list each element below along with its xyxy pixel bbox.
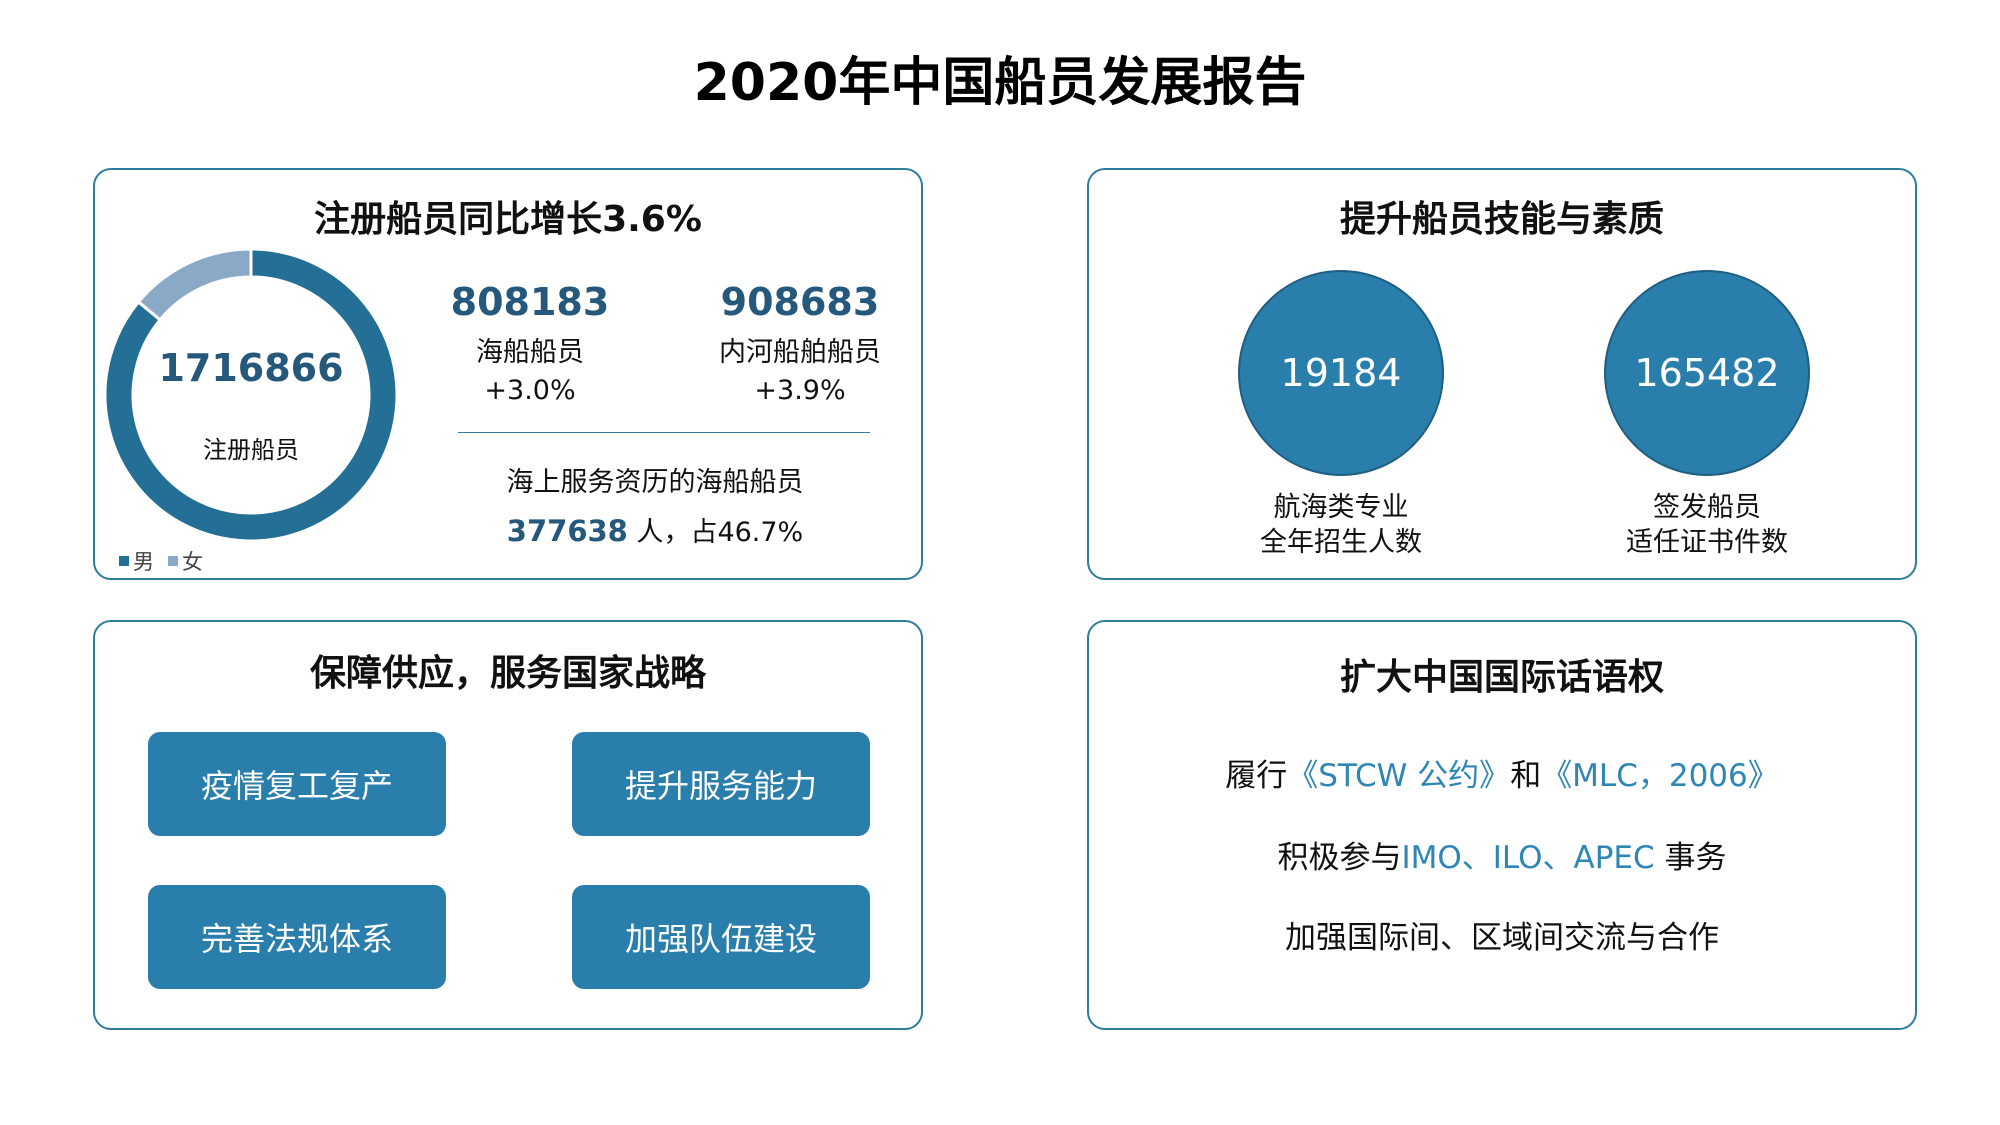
page-title: 2020年中国船员发展报告 (693, 53, 1307, 113)
enrollment-label-line2: 全年招生人数 (1260, 527, 1422, 558)
organizations-line-a: 积极参与 (1277, 840, 1402, 876)
sea-service-label: 海上服务资历的海船船员 (506, 467, 804, 498)
international-title: 扩大中国国际话语权 (1339, 657, 1664, 698)
organizations-line: 积极参与IMO、ILO、APEC 事务 (1089, 832, 1915, 877)
enrollment-value: 19184 (1280, 351, 1402, 395)
legend-male-swatch (119, 556, 129, 566)
skills-title: 提升船员技能与素质 (1339, 199, 1664, 240)
convention-line-c: 和 (1510, 758, 1542, 794)
legend-female: 女 (168, 546, 203, 576)
legend-female-label: 女 (182, 550, 203, 574)
sea-crew-growth: +3.0% (484, 375, 576, 406)
legend-female-swatch (168, 556, 178, 566)
river-crew-value: 908683 (720, 280, 880, 324)
enrollment-label: 航海类专业 全年招生人数 (1211, 490, 1471, 560)
registered-crew-title: 注册船员同比增长3.6% (314, 199, 702, 240)
epidemic-resumption-button[interactable]: 疫情复工复产 (148, 732, 446, 836)
certificates-value: 165482 (1634, 351, 1780, 395)
legend-male-label: 男 (133, 550, 154, 574)
river-crew-growth: +3.9% (754, 375, 846, 406)
mlc-convention: 《MLC，2006》 (1541, 758, 1779, 794)
organizations-names: IMO、ILO、APEC (1401, 840, 1655, 876)
sea-crew-value: 808183 (450, 280, 610, 324)
donut-legend: 男 女 (119, 546, 203, 576)
team-building-button[interactable]: 加强队伍建设 (572, 885, 870, 989)
organizations-line-c: 事务 (1654, 840, 1727, 876)
certificates-label: 签发船员 适任证书件数 (1577, 490, 1837, 560)
certificates-label-line2: 适任证书件数 (1626, 527, 1788, 558)
total-registered-value: 1716866 (158, 346, 344, 390)
stcw-convention: 《STCW 公约》 (1287, 758, 1511, 794)
regulation-system-button[interactable]: 完善法规体系 (148, 885, 446, 989)
sea-service-line: 377638 人，占46.7% (415, 510, 895, 549)
sea-service-suffix: 人，占46.7% (627, 517, 804, 548)
sea-crew-label: 海船船员 (476, 337, 584, 368)
river-crew-label: 内河船舶船员 (719, 337, 881, 368)
gender-donut-chart (103, 247, 399, 543)
international-panel: 扩大中国国际话语权 履行《STCW 公约》和《MLC，2006》 积极参与IMO… (1087, 620, 1917, 1030)
cooperation-line: 加强国际间、区域间交流与合作 (1285, 920, 1719, 956)
total-registered-label: 注册船员 (203, 436, 299, 464)
convention-line: 履行《STCW 公约》和《MLC，2006》 (1089, 750, 1915, 795)
convention-line-a: 履行 (1225, 758, 1288, 794)
supply-title: 保障供应，服务国家战略 (309, 653, 706, 694)
certificates-label-line1: 签发船员 (1653, 492, 1761, 523)
river-crew-stat: 908683 内河船舶船员 +3.9% (685, 280, 915, 406)
donut-slice-male (103, 247, 399, 543)
certificates-circle: 165482 (1604, 270, 1810, 476)
donut-slice-female (136, 247, 253, 322)
supply-panel: 保障供应，服务国家战略 疫情复工复产 提升服务能力 完善法规体系 加强队伍建设 (93, 620, 923, 1030)
legend-male: 男 (119, 546, 154, 576)
enrollment-label-line1: 航海类专业 (1273, 492, 1409, 523)
skills-panel: 提升船员技能与素质 19184 航海类专业 全年招生人数 165482 签发船员… (1087, 168, 1917, 580)
sea-crew-stat: 808183 海船船员 +3.0% (430, 280, 630, 406)
sea-service-value: 377638 (506, 514, 628, 548)
service-capability-button[interactable]: 提升服务能力 (572, 732, 870, 836)
registered-crew-panel: 注册船员同比增长3.6% 1716866 注册船员 男 女 808183 海船船… (93, 168, 923, 580)
enrollment-circle: 19184 (1238, 270, 1444, 476)
stat-divider (458, 432, 870, 433)
